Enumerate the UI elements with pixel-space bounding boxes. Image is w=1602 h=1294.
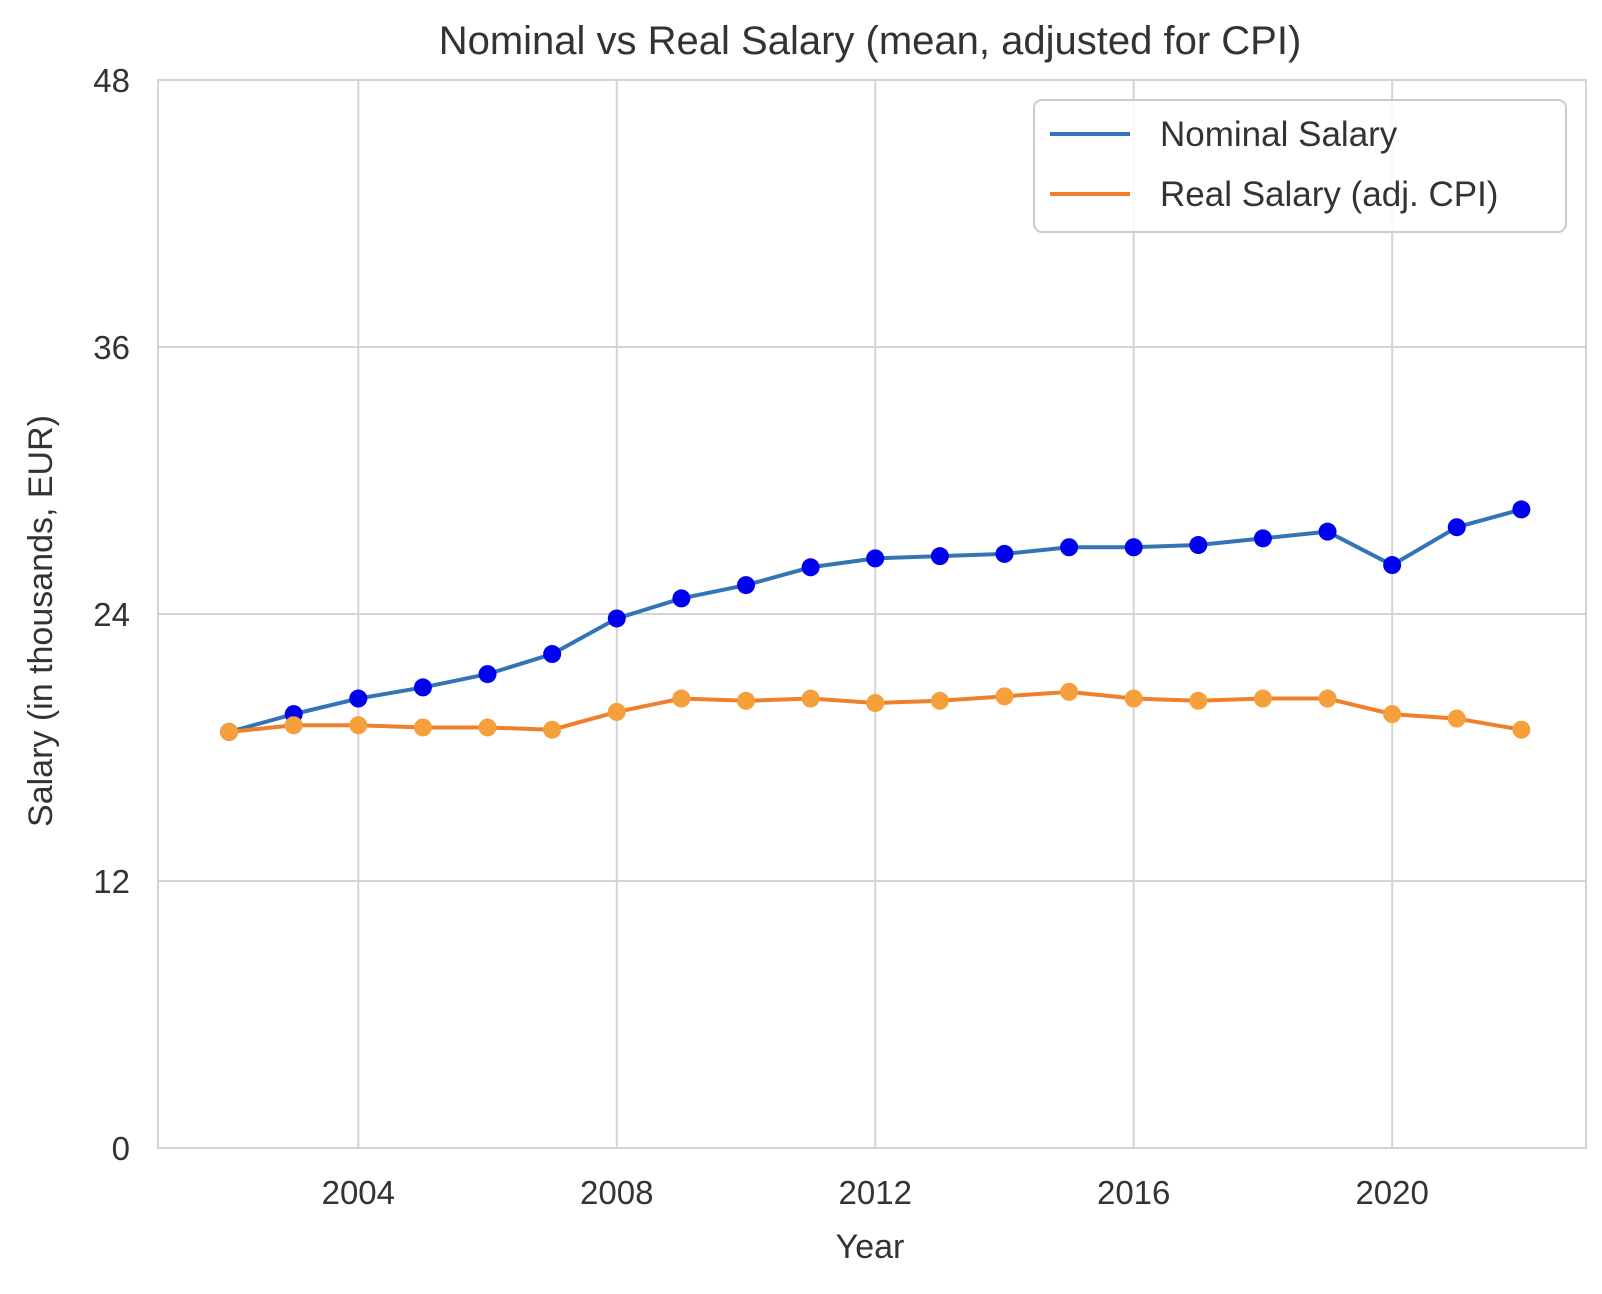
legend-box (1033, 99, 1567, 233)
x-tick-label: 2020 (1355, 1174, 1428, 1211)
data-point (1189, 691, 1208, 710)
data-point (1383, 705, 1402, 724)
data-point (672, 689, 691, 708)
y-tick-label: 24 (93, 596, 130, 633)
data-point (478, 718, 497, 737)
data-point (220, 722, 239, 741)
data-point (349, 716, 368, 735)
data-point (995, 687, 1014, 706)
data-point (607, 609, 626, 628)
data-point (478, 665, 497, 684)
data-point (1512, 720, 1531, 739)
data-point (1060, 682, 1079, 701)
data-point (349, 689, 368, 708)
plot-border (157, 79, 1587, 1149)
x-tick-label: 2008 (580, 1174, 653, 1211)
y-tick-label: 12 (93, 863, 130, 900)
data-point (866, 549, 885, 568)
data-point (1318, 689, 1337, 708)
data-point (672, 589, 691, 608)
data-point (1124, 538, 1143, 557)
chart-title: Nominal vs Real Salary (mean, adjusted f… (439, 19, 1302, 63)
data-point (413, 678, 432, 697)
y-tick-label: 48 (93, 62, 130, 99)
x-tick-label: 2012 (839, 1174, 912, 1211)
data-point (607, 702, 626, 721)
data-point (801, 689, 820, 708)
data-point (1512, 500, 1531, 519)
data-point (284, 716, 303, 735)
data-point (930, 691, 949, 710)
data-point (1447, 709, 1466, 728)
data-point (1253, 689, 1272, 708)
x-tick-label: 2004 (322, 1174, 395, 1211)
series-group (220, 500, 1531, 741)
tick-labels: 2004 2008 2012 2016 2020 0 12 24 36 48 (93, 62, 1429, 1211)
y-tick-label: 0 (112, 1130, 130, 1167)
data-point (1383, 556, 1402, 575)
data-point (413, 718, 432, 737)
plot-frame (157, 79, 1587, 1149)
data-point (1253, 529, 1272, 548)
data-point (1124, 689, 1143, 708)
grid (158, 79, 1586, 1149)
series-1 (220, 682, 1531, 741)
data-point (1189, 536, 1208, 555)
y-axis-label: Salary (in thousands, EUR) (22, 415, 60, 827)
legend: Nominal Salary Real Salary (adj. CPI) (1033, 99, 1567, 233)
legend-label-nominal: Nominal Salary (1160, 115, 1398, 154)
data-point (1060, 538, 1079, 557)
data-point (737, 691, 755, 710)
legend-label-real: Real Salary (adj. CPI) (1160, 175, 1498, 214)
data-point (737, 576, 755, 595)
x-tick-label: 2016 (1097, 1174, 1170, 1211)
data-point (930, 547, 949, 566)
data-point (866, 694, 885, 712)
data-point (1318, 522, 1337, 541)
data-point (543, 720, 562, 739)
data-point (995, 544, 1014, 563)
x-axis-label: Year (836, 1228, 905, 1266)
y-tick-label: 36 (93, 329, 130, 366)
data-point (543, 645, 562, 664)
data-point (801, 558, 820, 577)
data-point (1447, 518, 1466, 537)
